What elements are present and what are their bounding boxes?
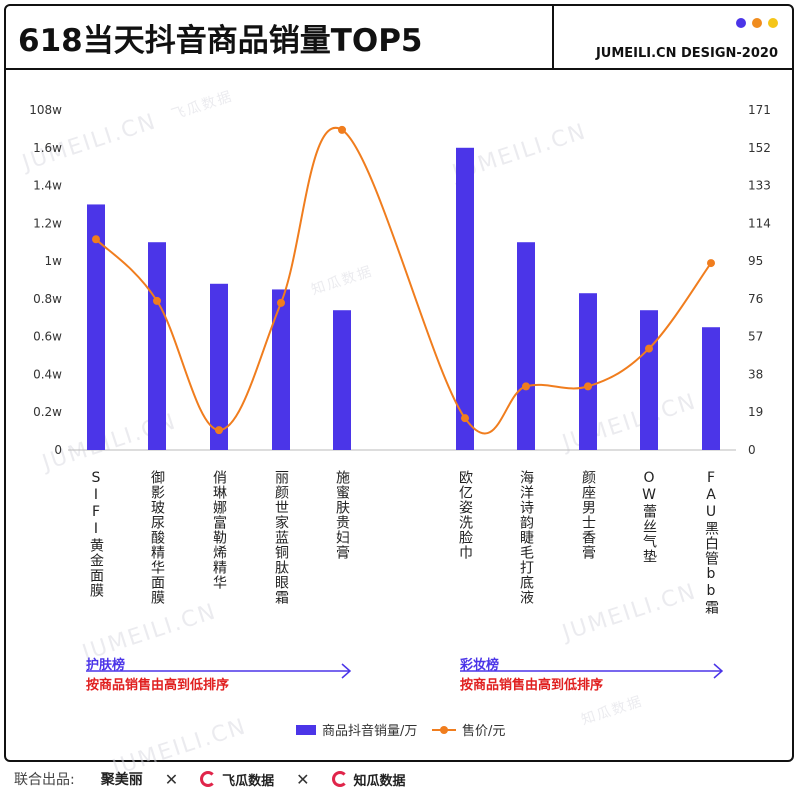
price-point (461, 414, 469, 423)
category-label: OW蕾丝气垫 (641, 470, 657, 564)
zhigua-logo-icon (331, 771, 348, 787)
chart: 0 0.2w 0.4w 0.6w 0.8w 1w 1.2w 1.4w 1.6w 108w 0 19 38… (29, 103, 771, 739)
left-tick-label: 1w (45, 254, 63, 268)
header: 618当天抖音商品销量TOP5 JUMEILI.CN DESIGN-2020 (6, 6, 792, 70)
right-tick-label: 38 (748, 367, 763, 381)
right-tick-label: 19 (748, 405, 763, 419)
times-icon: ✕ (296, 769, 310, 789)
price-point (338, 125, 346, 134)
section-arrow-makeup-head (713, 663, 724, 679)
left-tick-label: 0.4w (33, 367, 62, 381)
brand-zhigua-name: 知瓜数据 (353, 773, 406, 789)
category-label: 施蜜肤贵妇膏 (334, 470, 350, 560)
category-label: 俏琳娜富勒烯精华 (211, 470, 227, 590)
category-label: 丽颜世家蓝铜肽眼霜 (273, 470, 289, 605)
price-point (277, 298, 285, 307)
price-point (522, 382, 530, 391)
category-label: 颜座男士香膏 (580, 470, 596, 560)
price-line (95, 126, 712, 435)
price-point (92, 235, 100, 244)
left-tick-label: 1.4w (33, 179, 62, 193)
right-tick-label: 133 (748, 179, 771, 193)
left-tick-label: 108w (29, 103, 62, 117)
category-label: 海洋诗韵睫毛打底液 (518, 470, 534, 605)
bar (517, 242, 535, 450)
section-title-skincare: 护肤榜 (86, 658, 126, 673)
brand-feigua-name: 飞瓜数据 (222, 773, 275, 789)
legend-bar-swatch (296, 725, 316, 735)
bar (456, 147, 474, 450)
section-title-makeup: 彩妆榜 (460, 658, 500, 673)
price-point (645, 344, 653, 353)
footer-credit: 联合出品: (14, 772, 75, 788)
legend-line-label: 售价/元 (462, 723, 505, 739)
section-arrow-skincare-head (341, 663, 352, 679)
section-sub-skincare: 按商品销售由高到低排序 (86, 678, 230, 693)
dot-orange (752, 18, 762, 28)
page-title: 618当天抖音商品销量TOP5 (18, 22, 423, 59)
left-tick-label: 0.6w (33, 330, 62, 344)
title-box: 618当天抖音商品销量TOP5 (6, 6, 554, 68)
price-point (584, 382, 592, 391)
times-icon: ✕ (164, 769, 179, 789)
bar (702, 327, 720, 450)
design-credit: JUMEILI.CN DESIGN-2020 (595, 46, 778, 61)
category-label: 御影玻尿酸精华面膜 (149, 470, 165, 605)
right-tick-label: 95 (748, 254, 763, 268)
bar (210, 283, 228, 450)
right-tick-label: 114 (748, 216, 771, 230)
bar (333, 310, 351, 450)
poster-frame: 618当天抖音商品销量TOP5 JUMEILI.CN DESIGN-2020 (4, 4, 794, 762)
bar (579, 293, 597, 450)
left-tick-label: 0.2w (33, 405, 62, 419)
left-tick-label: 0.8w (33, 292, 62, 306)
dot-blue (736, 18, 746, 28)
price-point (707, 259, 715, 268)
bar (640, 310, 658, 450)
legend-bar-label: 商品抖音销量/万 (322, 723, 417, 739)
right-tick-label: 76 (748, 292, 763, 306)
brand-zhigua: 知瓜数据 (331, 770, 406, 789)
left-tick-label: 1.6w (33, 141, 62, 155)
brand-feigua: 飞瓜数据 (200, 770, 274, 789)
footer: 联合出品: 聚美丽 ✕ 飞瓜数据 ✕ 知瓜数据 (0, 762, 800, 796)
category-label: SIFI黄金面膜 (88, 470, 104, 598)
right-tick-label: 57 (748, 330, 763, 344)
left-tick-label: 0 (54, 443, 62, 457)
category-label: 欧亿姿洗脸巾 (457, 470, 473, 560)
decor-dots (736, 18, 778, 28)
dot-yellow (768, 18, 778, 28)
category-label: FAU黑白管bb霜 (703, 470, 719, 615)
bar (272, 289, 290, 450)
right-tick-label: 171 (748, 103, 771, 117)
brand-jumeili: 聚美丽 (100, 772, 143, 788)
right-tick-label: 152 (748, 141, 771, 155)
section-sub-makeup: 按商品销售由高到低排序 (460, 678, 604, 693)
left-tick-label: 1.2w (33, 216, 62, 230)
legend-line-point (440, 726, 448, 734)
price-point (215, 426, 223, 435)
feigua-logo-icon (200, 771, 217, 787)
right-tick-label: 0 (748, 443, 756, 457)
bar (87, 204, 105, 450)
price-point (153, 296, 161, 305)
bar (148, 242, 166, 450)
